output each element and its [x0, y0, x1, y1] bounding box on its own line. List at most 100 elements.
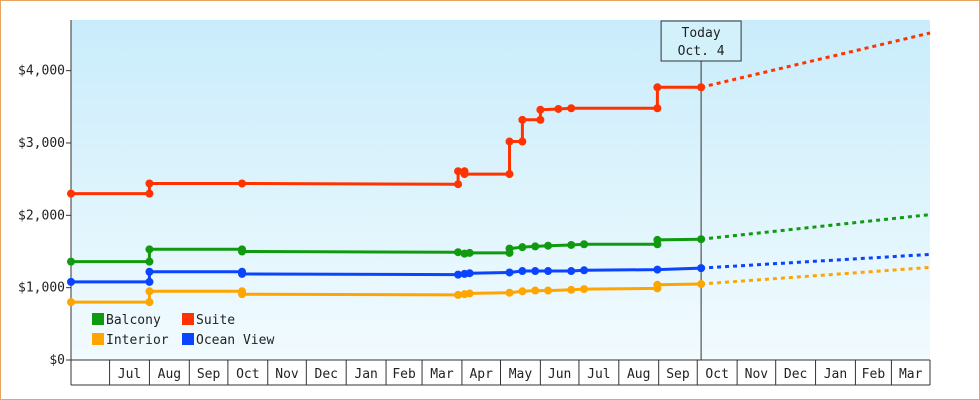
- data-point-balcony: [238, 247, 247, 256]
- x-month-label: Jun: [548, 367, 571, 382]
- data-point-interior: [238, 290, 247, 299]
- legend-label-ocean-view: Ocean View: [196, 333, 274, 348]
- legend-label-balcony: Balcony: [106, 313, 161, 328]
- data-point-suite: [67, 189, 75, 198]
- data-point-suite: [454, 180, 463, 189]
- x-month-label: Nov: [275, 367, 299, 382]
- data-point-suite: [454, 167, 463, 176]
- data-point-ocean-view: [531, 267, 540, 276]
- x-month-label: Aug: [158, 367, 181, 382]
- data-point-suite: [460, 170, 469, 179]
- data-point-suite: [505, 170, 514, 179]
- series-layer: [67, 31, 931, 307]
- data-point-ocean-view: [567, 267, 576, 276]
- data-point-balcony: [580, 240, 589, 249]
- x-month-label: Nov: [745, 367, 769, 382]
- data-point-interior: [544, 286, 553, 295]
- data-point-balcony: [531, 242, 540, 251]
- x-month-label: Apr: [469, 367, 493, 382]
- x-month-label: Sep: [666, 367, 690, 382]
- y-axis: $0 $1,000 $2,000 $3,000 $4,000: [18, 20, 72, 385]
- data-point-balcony: [145, 257, 154, 266]
- data-point-balcony: [505, 244, 514, 253]
- data-point-ocean-view: [518, 267, 527, 276]
- data-point-balcony: [465, 248, 474, 257]
- today-label: Today: [682, 26, 721, 41]
- series-projection-balcony: [700, 213, 931, 241]
- x-month-label: Dec: [315, 367, 338, 382]
- data-point-interior: [465, 289, 474, 298]
- data-point-interior: [531, 286, 540, 295]
- x-month-label: Oct: [705, 367, 728, 382]
- data-point-suite: [145, 189, 154, 198]
- data-point-balcony: [697, 235, 706, 244]
- data-point-balcony: [454, 248, 463, 257]
- today-date-label: Oct. 4: [678, 44, 725, 59]
- data-point-ocean-view: [653, 265, 662, 274]
- data-point-ocean-view: [505, 268, 514, 277]
- x-month-label: Jul: [587, 367, 610, 382]
- series-ocean-view: [67, 252, 931, 286]
- x-month-label: Jan: [354, 367, 377, 382]
- x-month-label: Feb: [862, 367, 886, 382]
- data-point-suite: [567, 104, 576, 113]
- data-point-interior: [580, 285, 589, 294]
- data-point-suite: [653, 104, 662, 113]
- x-month-label: Oct: [236, 367, 259, 382]
- data-point-interior: [145, 298, 154, 307]
- x-month-label: Jul: [118, 367, 141, 382]
- data-point-balcony: [145, 245, 154, 254]
- series-projection-ocean-view: [701, 252, 931, 270]
- data-point-suite: [653, 83, 662, 92]
- legend-label-suite: Suite: [196, 313, 235, 328]
- data-point-interior: [518, 287, 527, 296]
- data-point-ocean-view: [544, 267, 553, 276]
- data-point-interior: [454, 290, 463, 299]
- data-point-suite: [145, 179, 154, 188]
- y-tick-label: $0: [49, 353, 65, 368]
- series-line-ocean-view: [71, 266, 702, 284]
- data-point-interior: [697, 280, 706, 289]
- data-point-balcony: [544, 241, 553, 250]
- data-point-balcony: [653, 235, 662, 244]
- data-point-ocean-view: [238, 269, 247, 278]
- legend: Balcony Suite Interior Ocean View: [92, 313, 274, 348]
- data-point-ocean-view: [465, 269, 474, 278]
- data-point-suite: [536, 105, 545, 114]
- series-interior: [67, 265, 931, 307]
- series-suite: [67, 31, 931, 198]
- data-point-ocean-view: [697, 264, 706, 273]
- data-point-interior: [653, 280, 662, 289]
- data-point-interior: [567, 285, 576, 294]
- legend-swatch-ocean-view: [182, 333, 194, 345]
- y-tick-label: $3,000: [18, 136, 65, 151]
- plot-area: [71, 20, 930, 360]
- legend-swatch-suite: [182, 313, 194, 325]
- x-month-label: Jan: [824, 367, 847, 382]
- data-point-suite: [238, 179, 247, 188]
- x-month-label: Mar: [899, 367, 923, 382]
- x-axis: Jul Aug Sep Oct Nov Dec Jan Feb Mar Apr May Jun Jul A…: [71, 359, 931, 386]
- data-point-ocean-view: [580, 266, 589, 275]
- data-point-ocean-view: [145, 277, 154, 286]
- x-month-label: Feb: [392, 367, 416, 382]
- data-point-ocean-view: [67, 277, 75, 286]
- data-point-interior: [145, 287, 154, 296]
- data-point-balcony: [567, 240, 576, 249]
- data-point-suite: [697, 83, 706, 92]
- y-tick-label: $1,000: [18, 281, 65, 296]
- data-point-ocean-view: [145, 267, 154, 276]
- data-point-balcony: [518, 243, 527, 252]
- today-marker: Today Oct. 4: [660, 20, 742, 360]
- x-month-label: Mar: [430, 367, 454, 382]
- data-point-balcony: [67, 257, 75, 266]
- data-point-interior: [67, 298, 75, 307]
- data-point-suite: [536, 115, 545, 124]
- today-label-box: [660, 20, 742, 62]
- x-month-label: Aug: [627, 367, 650, 382]
- legend-swatch-interior: [92, 333, 104, 345]
- data-point-interior: [505, 288, 514, 297]
- x-month-label: Dec: [784, 367, 807, 382]
- x-month-label: May: [509, 367, 533, 382]
